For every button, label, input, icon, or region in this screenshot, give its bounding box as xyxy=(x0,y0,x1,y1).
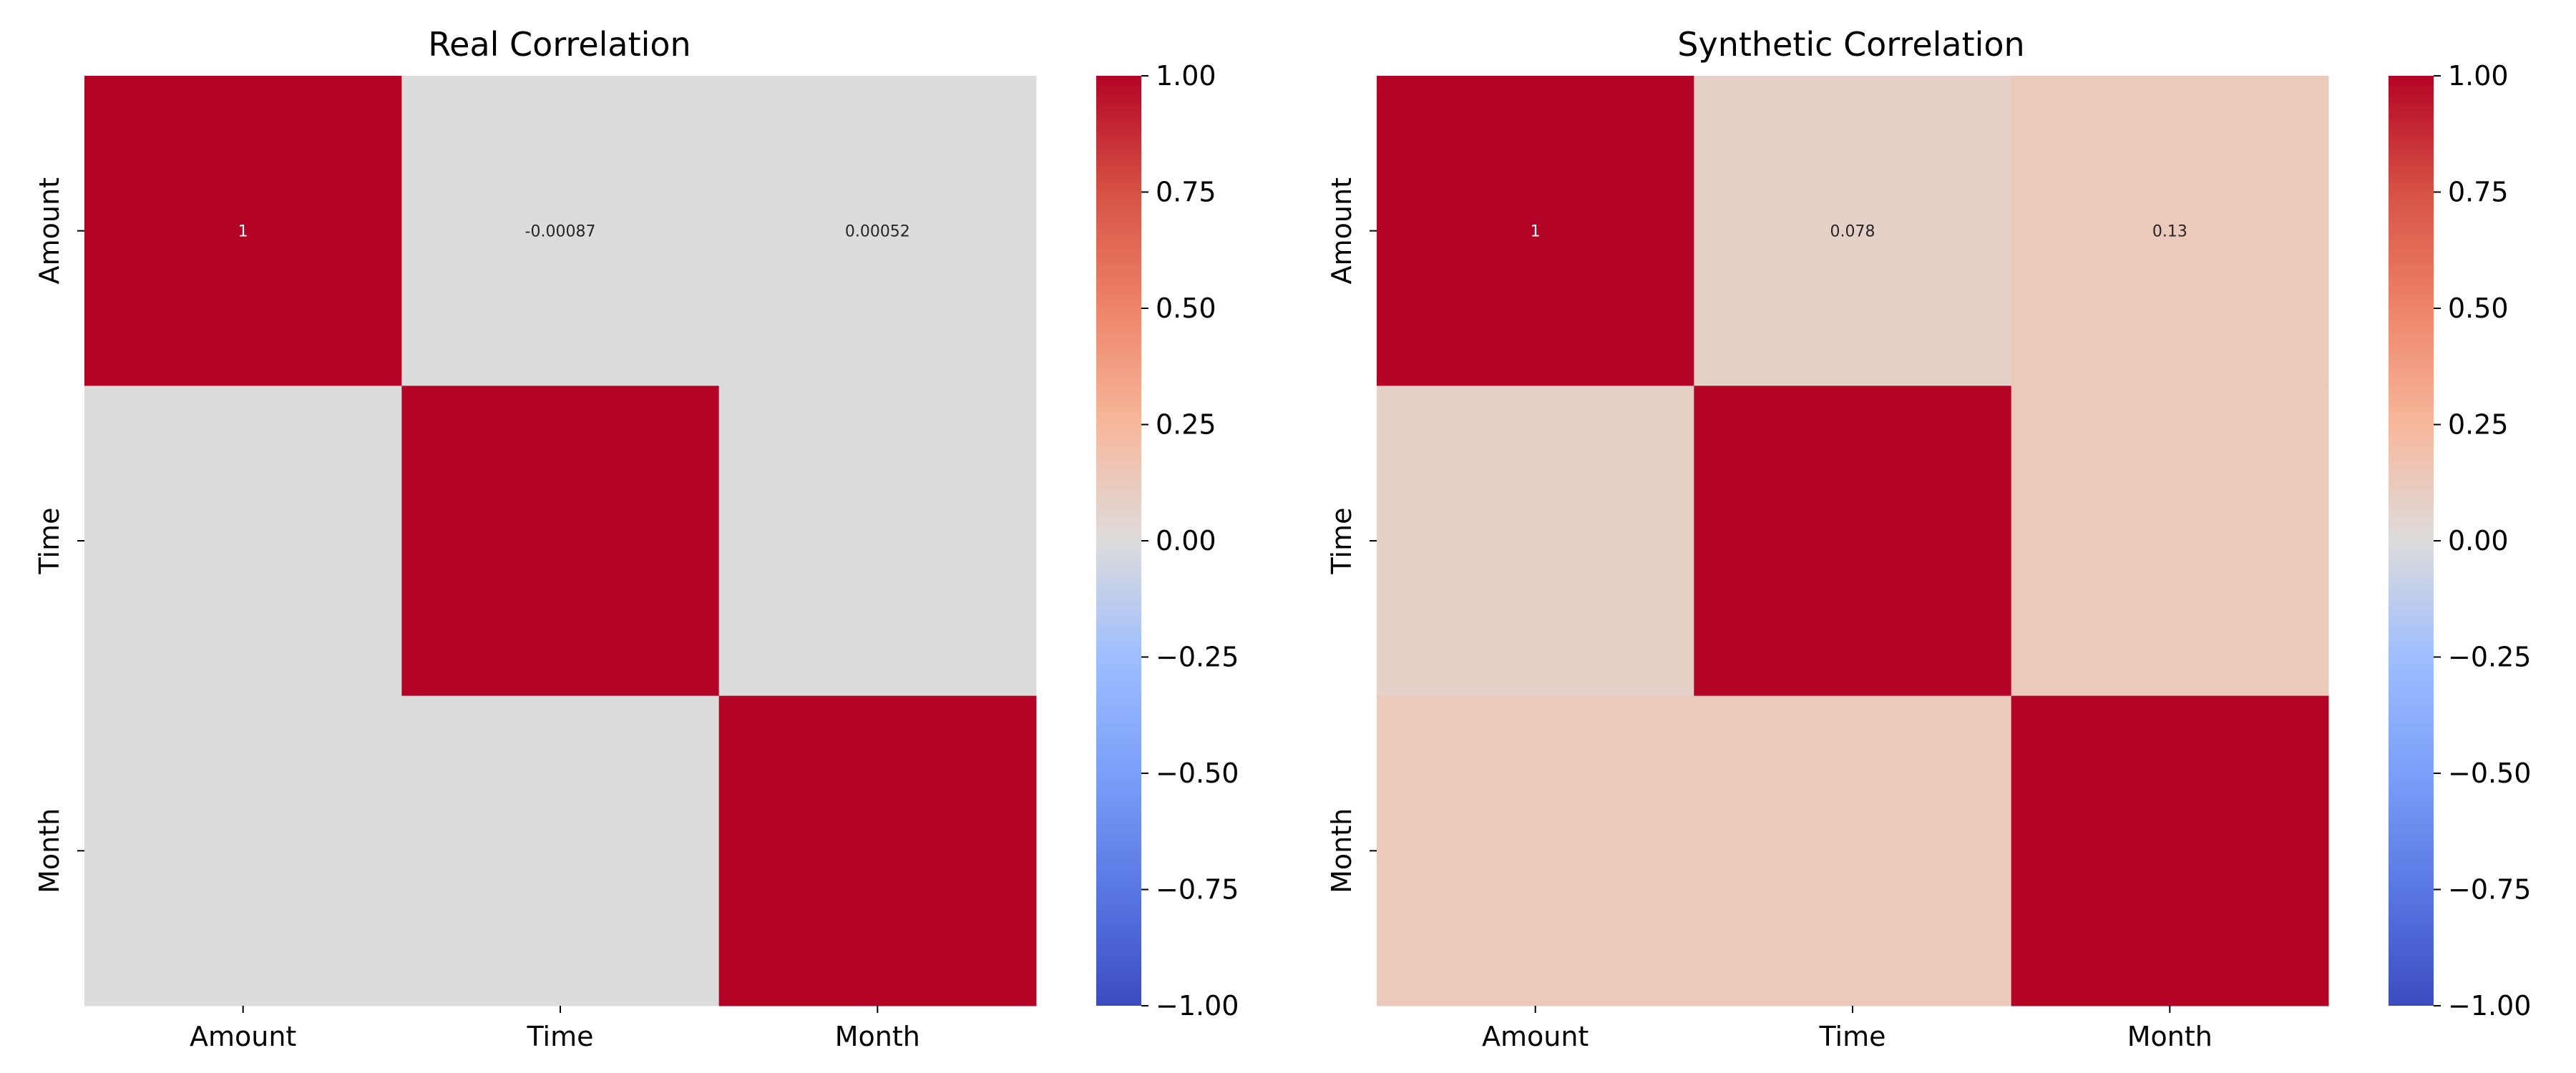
x-axis: Amount Time Month xyxy=(1482,1006,2212,1052)
heatmap-panel-synthetic: Synthetic Correlation 1 0.078 0.13 Amount T… xyxy=(1326,25,2531,1052)
colorbar-gradient xyxy=(1096,76,1141,1006)
heatmap-cell xyxy=(401,695,720,1006)
x-tick-label: Amount xyxy=(1482,1021,1589,1052)
colorbar-gradient xyxy=(2389,76,2434,1006)
colorbar-tick-label: 0.25 xyxy=(1156,409,1216,441)
colorbar-tick-label: −0.50 xyxy=(1156,758,1239,789)
cell-annotation: 0.078 xyxy=(1830,223,1875,241)
heatmap-cell xyxy=(718,386,1037,697)
y-tick-label: Month xyxy=(34,808,65,893)
cell-annotation: 1 xyxy=(1531,223,1541,241)
heatmap-cell xyxy=(84,386,402,697)
heatmap-cell xyxy=(84,695,402,1006)
heatmap-cells xyxy=(84,76,1037,1006)
heatmap-cell xyxy=(401,76,720,386)
heatmap-cell xyxy=(401,386,720,697)
colorbar-tick-label: −0.75 xyxy=(1156,874,1239,906)
heatmap-cell xyxy=(2011,76,2329,386)
heatmap-cell xyxy=(1694,386,2012,697)
y-tick-label: Month xyxy=(1326,808,1357,893)
x-tick-label: Time xyxy=(527,1021,594,1052)
colorbar-tick-label: −1.00 xyxy=(1156,990,1239,1021)
colorbar-tick-label: −0.25 xyxy=(2448,642,2531,673)
heatmap-cell xyxy=(718,695,1037,1006)
heatmap-cell xyxy=(84,76,402,386)
x-tick-label: Month xyxy=(835,1021,920,1052)
colorbar-tick-label: 0.25 xyxy=(2448,409,2509,441)
y-axis: Amount Time Month xyxy=(34,177,84,893)
heatmap-cell xyxy=(2011,695,2329,1006)
colorbar-tick-label: 0.00 xyxy=(2448,525,2509,557)
colorbar-tick-label: 1.00 xyxy=(2448,60,2509,92)
heatmap-cell xyxy=(718,76,1037,386)
colorbar-tick-label: 0.50 xyxy=(1156,293,1216,324)
colorbar-tick-label: 0.75 xyxy=(1156,177,1216,208)
cell-annotation: 0.13 xyxy=(2152,223,2187,241)
y-tick-label: Amount xyxy=(34,177,65,284)
y-axis: Amount Time Month xyxy=(1326,177,1377,893)
colorbar: 1.00 0.75 0.50 0.25 0.00 −0.25 −0.50 −0.75 −1.00 xyxy=(1096,60,1239,1021)
heatmap-cell xyxy=(1694,76,2012,386)
y-tick-label: Amount xyxy=(1326,177,1357,284)
colorbar-tick-label: −1.00 xyxy=(2448,990,2531,1021)
cell-annotation: 1 xyxy=(238,223,248,241)
cell-annotations: 1 0.078 0.13 xyxy=(1531,223,2187,241)
chart-title: Synthetic Correlation xyxy=(1677,25,2024,64)
colorbar-tick-label: 1.00 xyxy=(1156,60,1216,92)
colorbar-tick-label: −0.75 xyxy=(2448,874,2531,906)
y-tick-label: Time xyxy=(1326,508,1357,575)
heatmap-cell xyxy=(1377,695,1694,1006)
heatmap-cell xyxy=(1377,76,1694,386)
heatmap-cells xyxy=(1377,76,2329,1006)
colorbar-tick-label: 0.75 xyxy=(2448,177,2509,208)
colorbar-tick-label: −0.50 xyxy=(2448,758,2531,789)
x-axis: Amount Time Month xyxy=(190,1006,920,1052)
colorbar-tick-label: 0.50 xyxy=(2448,293,2509,324)
cell-annotations: 1 -0.00087 0.00052 xyxy=(238,223,910,241)
x-tick-label: Amount xyxy=(190,1021,296,1052)
colorbar-tick-label: −0.25 xyxy=(1156,642,1239,673)
x-tick-label: Month xyxy=(2127,1021,2212,1052)
colorbar-tick-label: 0.00 xyxy=(1156,525,1216,557)
chart-title: Real Correlation xyxy=(428,25,691,64)
heatmap-cell xyxy=(1377,386,1694,697)
x-tick-label: Time xyxy=(1819,1021,1886,1052)
heatmap-panel-real: Real Correlation 1 -0.00087 0.00052 Amount… xyxy=(34,25,1239,1052)
heatmap-cell xyxy=(1694,695,2012,1006)
y-tick-label: Time xyxy=(34,508,65,575)
cell-annotation: -0.00087 xyxy=(525,223,596,241)
heatmap-cell xyxy=(2011,386,2329,697)
cell-annotation: 0.00052 xyxy=(845,223,910,241)
colorbar: 1.00 0.75 0.50 0.25 0.00 −0.25 −0.50 −0.75 −1.00 xyxy=(2389,60,2531,1021)
